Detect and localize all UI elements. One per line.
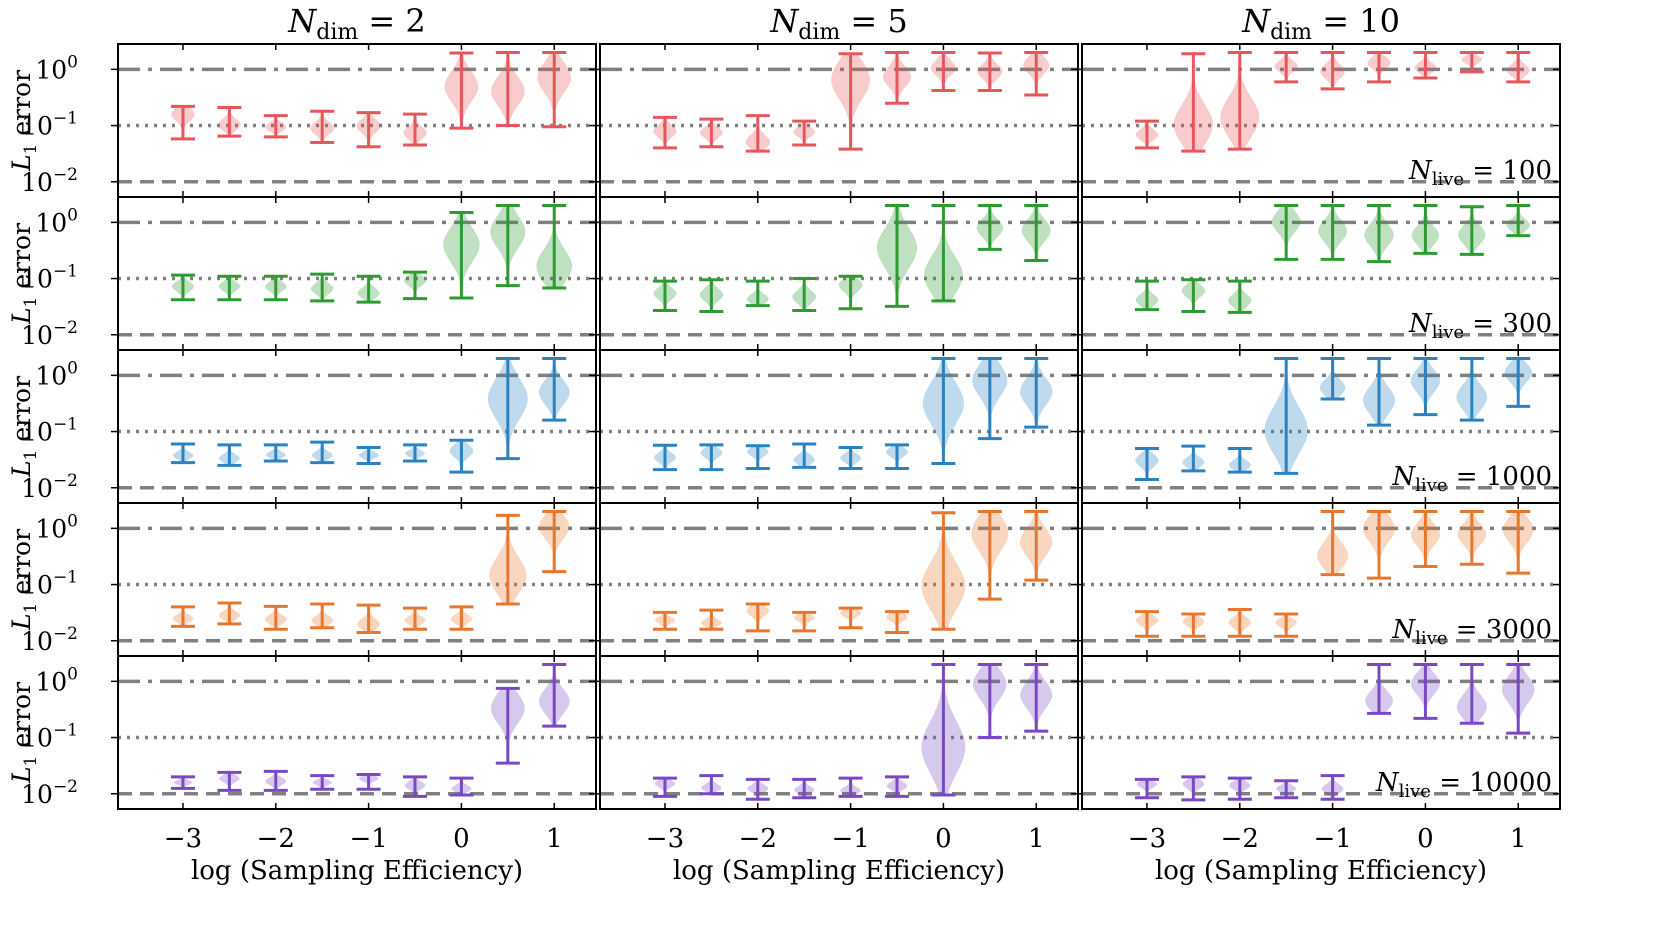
nlive-label: Nlive = 1000 [1391, 462, 1552, 496]
panel-n1000-d5 [593, 349, 1079, 504]
y-tick-label: 10−2 [21, 471, 78, 503]
y-tick-label: 10−2 [21, 777, 78, 809]
x-tick-label: 1 [546, 824, 563, 854]
x-tick-label: −2 [257, 824, 295, 854]
column-title: Ndim = 10 [1241, 2, 1400, 45]
y-tick-label: 10−1 [21, 415, 78, 447]
panel-n10000-d10: Nlive = 10000 [1075, 655, 1561, 810]
y-tick-label: 10−1 [21, 262, 78, 294]
y-tick-label: 100 [35, 664, 78, 696]
panel-n3000-d5 [593, 502, 1079, 657]
x-axis-label: log (Sampling Efficiency) [673, 856, 1005, 886]
x-tick-label: 1 [1028, 824, 1045, 854]
x-tick-label: −2 [1221, 824, 1259, 854]
panel-n100-d5 [593, 43, 1079, 198]
panel-frame [599, 655, 1079, 810]
nlive-label: Nlive = 3000 [1391, 615, 1552, 649]
panel-frame [117, 349, 597, 504]
panel-frame [117, 655, 597, 810]
y-tick-label: 10−1 [21, 109, 78, 141]
x-tick-label: −1 [349, 824, 387, 854]
x-tick-label: 0 [453, 824, 470, 854]
y-tick-label: 10−2 [21, 624, 78, 656]
x-axis-label: log (Sampling Efficiency) [191, 856, 523, 886]
panel-n1000-d2 [111, 349, 597, 504]
panel-n1000-d10: Nlive = 1000 [1075, 349, 1561, 504]
column-title: Ndim = 5 [769, 2, 908, 45]
panel-n300-d5 [593, 196, 1079, 351]
y-tick-label: 10−1 [21, 568, 78, 600]
y-tick-label: 100 [35, 511, 78, 543]
column-title: Ndim = 2 [287, 2, 426, 45]
panel-n3000-d2 [111, 502, 597, 657]
y-axis-label: L1 error [7, 70, 41, 172]
panel-frame [1081, 655, 1561, 810]
panel-frame [599, 196, 1079, 351]
panel-n10000-d5 [593, 655, 1079, 810]
x-tick-label: −1 [1313, 824, 1351, 854]
panel-frame [117, 196, 597, 351]
y-axis-label: L1 error [7, 223, 41, 325]
y-axis-label: L1 error [7, 682, 41, 784]
y-axis-label: L1 error [7, 529, 41, 631]
panel-n10000-d2 [111, 655, 597, 810]
x-tick-label: 0 [935, 824, 952, 854]
x-tick-label: −3 [164, 824, 202, 854]
x-tick-label: 1 [1510, 824, 1527, 854]
x-tick-label: −3 [1128, 824, 1166, 854]
nlive-label: Nlive = 10000 [1375, 768, 1552, 802]
y-tick-label: 10−2 [21, 318, 78, 350]
x-axis-label: log (Sampling Efficiency) [1155, 856, 1487, 886]
panel-n300-d2 [111, 196, 597, 351]
panel-n100-d2 [111, 43, 597, 198]
x-tick-label: −2 [739, 824, 777, 854]
y-tick-label: 100 [35, 358, 78, 390]
nlive-label: Nlive = 100 [1408, 156, 1552, 190]
y-axis-label: L1 error [7, 376, 41, 478]
x-tick-label: 0 [1417, 824, 1434, 854]
x-tick-label: −3 [646, 824, 684, 854]
x-tick-label: −1 [831, 824, 869, 854]
y-tick-label: 100 [35, 52, 78, 84]
panel-n100-d10: Nlive = 100 [1075, 43, 1561, 198]
panel-n3000-d10: Nlive = 3000 [1075, 502, 1561, 657]
panel-frame [599, 349, 1079, 504]
y-tick-label: 10−2 [21, 165, 78, 197]
panel-n300-d10: Nlive = 300 [1075, 196, 1561, 351]
y-tick-label: 100 [35, 205, 78, 237]
nlive-label: Nlive = 300 [1408, 309, 1552, 343]
y-tick-label: 10−1 [21, 721, 78, 753]
